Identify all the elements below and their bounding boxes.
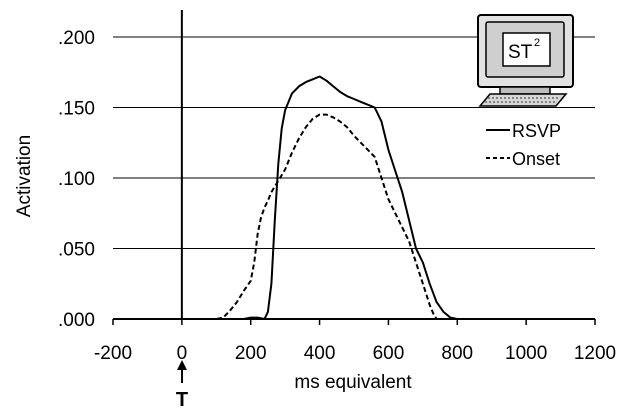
x-tick-label: 600 [373,343,405,364]
x-axis-title: ms equivalent [294,372,412,393]
legend: RSVP Onset [486,121,561,169]
x-tick-label: 200 [235,343,267,364]
computer-icon: ST 2 [477,14,574,107]
legend-label-onset: Onset [512,149,560,169]
series-lines [113,75,595,320]
y-axis-title: Activation [14,135,35,217]
legend-label-rsvp: RSVP [512,121,561,141]
x-tick-label: 1200 [574,343,616,364]
x-tick-labels: -200 0 200 400 600 800 1000 1200 [94,343,616,364]
y-tick-labels: .000 .050 .100 .150 .200 [58,28,95,331]
computer-icon-superscript: 2 [534,37,540,49]
x-tick-label: 0 [177,343,188,364]
y-tick-label: .050 [58,240,95,261]
x-tick-label: 1000 [505,343,547,364]
y-tick-label: .150 [58,99,95,120]
computer-icon-label: ST [508,42,533,63]
x-tick-label: -200 [94,343,132,364]
x-tick-label: 800 [441,343,473,364]
y-tick-label: .000 [58,310,95,331]
legend-item-rsvp: RSVP [486,121,561,141]
x-tick-label: 400 [304,343,336,364]
series-line-rsvp [113,75,595,320]
y-tick-label: .200 [58,28,95,49]
legend-item-onset: Onset [486,149,560,169]
onset-marker: T [176,360,188,410]
onset-marker-label: T [176,389,188,410]
series-line-onset [113,113,595,320]
y-tick-label: .100 [58,169,95,190]
onset-arrow-head [177,360,187,370]
